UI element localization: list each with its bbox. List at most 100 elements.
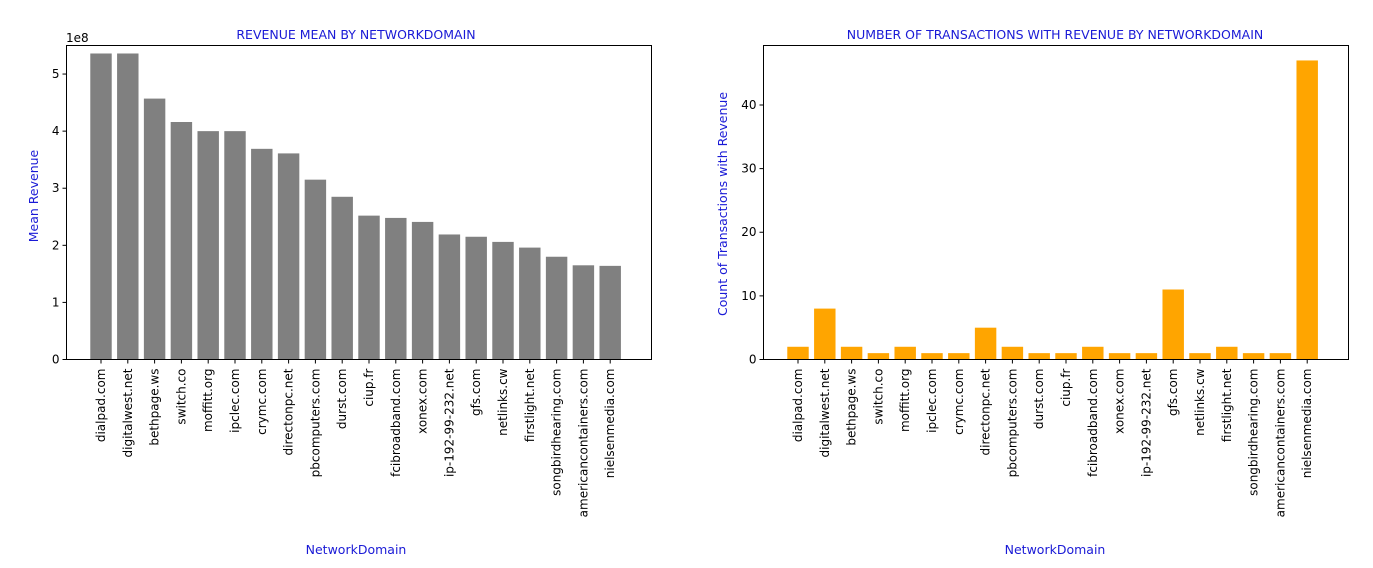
x-tick-label: dialpad.com	[791, 369, 805, 443]
x-tick-label: ciup.fr	[362, 368, 376, 406]
x-tick-label: firstlight.net	[523, 368, 537, 442]
y-tick-label: 20	[741, 225, 756, 239]
y-tick-label: 3	[52, 181, 60, 195]
chart-title: NUMBER OF TRANSACTIONS WITH REVENUE BY N…	[847, 27, 1264, 42]
bar	[170, 122, 193, 360]
x-tick-label: bethpage.ws	[845, 369, 859, 446]
x-tick-label: directonpc.net	[282, 368, 296, 455]
x-tick-label: pbcomputers.com	[1005, 369, 1019, 478]
y-axis-ticks: 0 10 20 30 40	[741, 98, 764, 367]
x-tick-label: songbirdhearing.com	[550, 369, 564, 496]
bar	[974, 327, 997, 360]
scale-label: 1e8	[66, 31, 89, 45]
x-tick-label: switch.co	[174, 369, 188, 425]
bar	[1082, 346, 1104, 360]
x-tick-label: digitalwest.net	[818, 368, 832, 457]
bar	[1135, 353, 1158, 360]
bar	[894, 346, 916, 360]
bar	[358, 215, 380, 360]
plot-frame	[66, 45, 652, 360]
bar	[411, 221, 434, 360]
x-tick-label: americancontainers.com	[1273, 369, 1287, 518]
x-tick-label: nielsenmedia.com	[603, 369, 617, 479]
y-tick-label: 10	[741, 289, 756, 303]
bar	[117, 53, 139, 360]
x-axis-label: NetworkDomain	[306, 542, 407, 557]
x-axis-ticks: dialpad.com digitalwest.net bethpage.ws swi…	[94, 359, 617, 518]
bar	[1296, 60, 1318, 360]
bar	[545, 256, 568, 360]
bar	[1242, 353, 1265, 360]
bar	[143, 98, 166, 360]
y-axis-label: Mean Revenue	[26, 149, 41, 242]
bar	[438, 234, 461, 360]
bar	[331, 196, 353, 360]
x-tick-label: ipclec.com	[228, 369, 242, 433]
x-tick-label: durst.com	[335, 369, 349, 430]
bar	[224, 131, 246, 360]
bar	[599, 265, 621, 360]
bar	[1269, 353, 1292, 360]
bar	[90, 53, 112, 360]
bar	[1108, 353, 1131, 360]
x-tick-label: digitalwest.net	[121, 368, 135, 457]
y-tick-label: 5	[52, 67, 60, 81]
x-tick-label: americancontainers.com	[576, 369, 590, 518]
x-tick-label: gfs.com	[1166, 369, 1180, 417]
bar	[465, 236, 487, 360]
y-axis-label: Count of Transactions with Revenue	[715, 92, 730, 316]
x-tick-label: ipclec.com	[925, 369, 939, 433]
y-tick-label: 0	[52, 353, 60, 367]
bar	[1216, 346, 1238, 360]
bar	[519, 247, 541, 360]
bar	[948, 353, 970, 360]
bar	[1028, 353, 1050, 360]
y-tick-label: 1	[52, 295, 60, 309]
bar	[197, 131, 219, 360]
x-tick-label: netlinks.cw	[496, 368, 510, 436]
x-tick-label: moffitt.org	[201, 369, 215, 433]
bar	[867, 353, 890, 360]
bars	[90, 53, 621, 360]
bars	[787, 60, 1318, 360]
bar	[304, 179, 327, 360]
x-tick-label: directonpc.net	[979, 368, 993, 455]
bar	[572, 265, 595, 360]
x-tick-label: fcibroadband.com	[1086, 369, 1100, 477]
bar	[921, 353, 943, 360]
bar	[840, 346, 863, 360]
bar	[1055, 353, 1077, 360]
x-tick-label: xonex.com	[416, 369, 430, 434]
x-tick-label: bethpage.ws	[148, 369, 162, 446]
chart-title: REVENUE MEAN BY NETWORKDOMAIN	[236, 27, 475, 42]
bar	[787, 346, 809, 360]
y-axis-ticks: 0 1 2 3 4 5	[52, 67, 67, 367]
x-tick-label: durst.com	[1032, 369, 1046, 430]
x-tick-label: xonex.com	[1113, 369, 1127, 434]
plot-frame	[763, 45, 1349, 360]
bar	[1162, 289, 1184, 360]
bar	[814, 308, 836, 360]
x-axis-label: NetworkDomain	[1005, 542, 1106, 557]
y-tick-label: 0	[749, 353, 757, 367]
transactions-count-chart: NUMBER OF TRANSACTIONS WITH REVENUE BY N…	[715, 27, 1349, 557]
x-tick-label: firstlight.net	[1220, 368, 1234, 442]
y-tick-label: 2	[52, 238, 60, 252]
x-tick-label: ciup.fr	[1059, 368, 1073, 406]
x-axis-ticks: dialpad.com digitalwest.net bethpage.ws swi…	[791, 359, 1314, 518]
x-tick-label: ip-192-99-232.net	[442, 368, 456, 477]
revenue-mean-chart: REVENUE MEAN BY NETWORKDOMAIN 1e8 0 1 2 3 4 5…	[26, 27, 652, 557]
x-tick-label: nielsenmedia.com	[1300, 369, 1314, 479]
x-tick-label: gfs.com	[469, 369, 483, 417]
bar	[251, 148, 273, 360]
x-tick-label: ip-192-99-232.net	[1139, 368, 1153, 477]
x-tick-label: moffitt.org	[898, 369, 912, 433]
bar	[1189, 353, 1211, 360]
x-tick-label: fcibroadband.com	[389, 369, 403, 477]
x-tick-label: crymc.com	[255, 369, 269, 435]
bar	[492, 241, 514, 360]
x-tick-label: songbirdhearing.com	[1247, 369, 1261, 496]
x-tick-label: dialpad.com	[94, 369, 108, 443]
x-tick-label: switch.co	[871, 369, 885, 425]
x-tick-label: netlinks.cw	[1193, 368, 1207, 436]
